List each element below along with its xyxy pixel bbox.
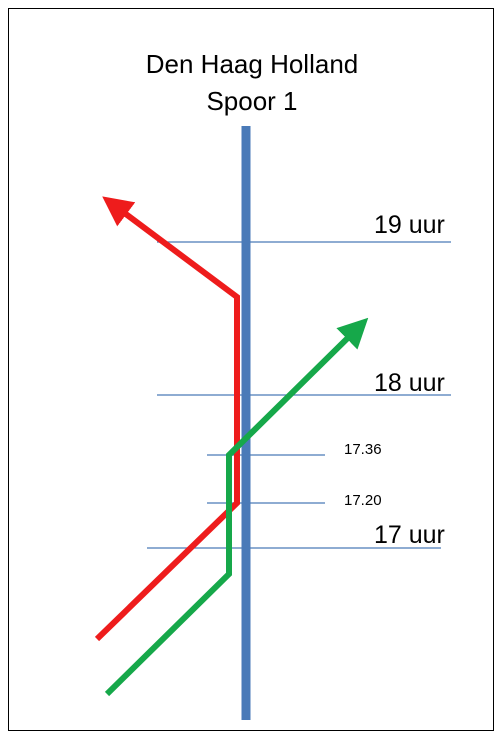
label-17-uur: 17 uur	[374, 521, 445, 549]
label-1736: 17.36	[344, 441, 382, 458]
green-train-route	[104, 317, 369, 697]
platform-title: Spoor 1	[206, 86, 297, 116]
red-train-route	[94, 196, 240, 642]
label-1720: 17.20	[344, 492, 382, 509]
diagram-frame	[8, 8, 494, 731]
label-19-uur: 19 uur	[374, 211, 445, 239]
label-18-uur: 18 uur	[374, 369, 445, 397]
station-title: Den Haag Holland	[146, 49, 358, 79]
